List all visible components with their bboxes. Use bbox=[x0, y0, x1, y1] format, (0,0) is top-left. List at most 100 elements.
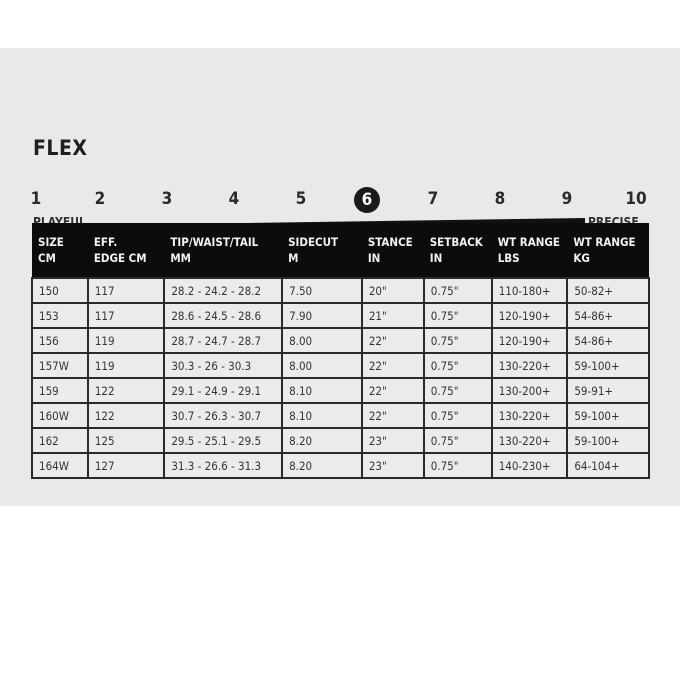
table-cell: 8.00 bbox=[281, 327, 363, 354]
column-header: SIDECUT M bbox=[282, 223, 362, 278]
column-header-line: LBS bbox=[497, 251, 520, 265]
table-cell: 0.75" bbox=[422, 277, 493, 304]
table-cell: 117 bbox=[86, 302, 166, 329]
table-cell: 0.75" bbox=[422, 452, 493, 479]
table-row: 157W 119 30.3 - 26 - 30.3 8.00 22" 0.75" 130-2… bbox=[31, 352, 650, 379]
table-cell: 28.6 - 24.5 - 28.6 bbox=[163, 302, 284, 329]
table-cell: 0.75" bbox=[422, 402, 493, 429]
column-header-line: WT RANGE bbox=[573, 235, 636, 249]
table-cell: 31.3 - 26.6 - 31.3 bbox=[163, 452, 284, 479]
table-cell: 59-100+ bbox=[566, 427, 650, 454]
column-header-line: M bbox=[288, 251, 299, 265]
table-cell: 21" bbox=[360, 302, 425, 329]
table-cell: 150 bbox=[31, 277, 89, 304]
table-cell: 130-220+ bbox=[490, 352, 569, 379]
table-cell: 59-100+ bbox=[566, 402, 650, 429]
table-cell: 8.10 bbox=[281, 402, 363, 429]
column-header-line: MM bbox=[170, 251, 191, 265]
table-cell: 8.10 bbox=[281, 377, 363, 404]
table-row: 156 119 28.7 - 24.7 - 28.7 8.00 22" 0.75" 120-… bbox=[31, 327, 650, 354]
table-cell: 8.20 bbox=[281, 427, 363, 454]
table-cell: 120-190+ bbox=[490, 327, 569, 354]
column-header-line: SIDECUT bbox=[288, 235, 339, 249]
column-header-line: STANCE bbox=[367, 235, 413, 249]
table-cell: 54-86+ bbox=[566, 327, 650, 354]
table-cell: 22" bbox=[360, 327, 425, 354]
table-cell: 0.75" bbox=[422, 302, 493, 329]
table-cell: 28.2 - 24.2 - 28.2 bbox=[163, 277, 284, 304]
table-cell: 22" bbox=[360, 402, 425, 429]
table-cell: 119 bbox=[86, 327, 166, 354]
table-cell: 153 bbox=[31, 302, 89, 329]
table-cell: 8.20 bbox=[281, 452, 363, 479]
table-cell: 20" bbox=[360, 277, 425, 304]
table-cell: 122 bbox=[86, 402, 166, 429]
table-cell: 119 bbox=[86, 352, 166, 379]
column-header-line: WT RANGE bbox=[497, 235, 560, 249]
table-row: 153 117 28.6 - 24.5 - 28.6 7.90 21" 0.75" 120-… bbox=[31, 302, 650, 329]
table-cell: 140-230+ bbox=[490, 452, 569, 479]
table-cell: 22" bbox=[360, 352, 425, 379]
flex-title: FLEX bbox=[33, 136, 88, 160]
table-cell: 130-220+ bbox=[490, 402, 569, 429]
column-header-line: EDGE CM bbox=[93, 251, 147, 265]
column-header: WT RANGE LBS bbox=[491, 223, 568, 278]
table-cell: 159 bbox=[31, 377, 89, 404]
table-cell: 64-104+ bbox=[566, 452, 650, 479]
flex-value: 10 bbox=[625, 189, 647, 209]
table-cell: 0.75" bbox=[422, 352, 493, 379]
table-cell: 157W bbox=[31, 352, 89, 379]
flex-value: 2 bbox=[94, 189, 106, 209]
table-cell: 50-82+ bbox=[566, 277, 650, 304]
column-header: EFF. EDGE CM bbox=[87, 223, 165, 278]
column-header: SIZE CM bbox=[32, 223, 88, 278]
column-header-line: SIZE bbox=[38, 235, 64, 249]
flex-value: 1 bbox=[30, 189, 42, 209]
table-cell: 30.3 - 26 - 30.3 bbox=[163, 352, 284, 379]
column-header: WT RANGE KG bbox=[567, 223, 649, 278]
flex-value: 4 bbox=[228, 189, 240, 209]
table-cell: 59-91+ bbox=[566, 377, 650, 404]
table-cell: 156 bbox=[31, 327, 89, 354]
column-header-line: TIP/WAIST/TAIL bbox=[170, 235, 259, 249]
column-header-line: CM bbox=[38, 251, 56, 265]
flex-value: 9 bbox=[561, 189, 573, 209]
flex-value: 5 bbox=[295, 189, 307, 209]
table-cell: 162 bbox=[31, 427, 89, 454]
flex-value: 8 bbox=[494, 189, 506, 209]
table-cell: 0.75" bbox=[422, 327, 493, 354]
table-cell: 120-190+ bbox=[490, 302, 569, 329]
table-cell: 29.1 - 24.9 - 29.1 bbox=[163, 377, 284, 404]
spec-table: SIZE CM EFF. EDGE CM TIP/WAIST/TAIL MM SIDECUT… bbox=[31, 223, 650, 479]
table-row: 160W 122 30.7 - 26.3 - 30.7 8.10 22" 0.75" 130… bbox=[31, 402, 650, 429]
flex-value-selected: 6 bbox=[354, 187, 380, 213]
table-cell: 130-220+ bbox=[490, 427, 569, 454]
table-cell: 110-180+ bbox=[490, 277, 569, 304]
table-row: 159 122 29.1 - 24.9 - 29.1 8.10 22" 0.75" 130-… bbox=[31, 377, 650, 404]
table-cell: 28.7 - 24.7 - 28.7 bbox=[163, 327, 284, 354]
table-cell: 22" bbox=[360, 377, 425, 404]
table-cell: 59-100+ bbox=[566, 352, 650, 379]
table-cell: 7.50 bbox=[281, 277, 363, 304]
table-cell: 164W bbox=[31, 452, 89, 479]
column-header: SETBACK IN bbox=[423, 223, 492, 278]
table-cell: 0.75" bbox=[422, 427, 493, 454]
table-cell: 54-86+ bbox=[566, 302, 650, 329]
table-cell: 29.5 - 25.1 - 29.5 bbox=[163, 427, 284, 454]
column-header-line: EFF. bbox=[93, 235, 118, 249]
table-cell: 0.75" bbox=[422, 377, 493, 404]
table-cell: 117 bbox=[86, 277, 166, 304]
flex-value: 7 bbox=[427, 189, 439, 209]
table-header-row: SIZE CM EFF. EDGE CM TIP/WAIST/TAIL MM SIDECUT… bbox=[32, 223, 649, 278]
table-row: 164W 127 31.3 - 26.6 - 31.3 8.20 23" 0.75" 140… bbox=[31, 452, 650, 479]
flex-value: 3 bbox=[161, 189, 173, 209]
table-cell: 160W bbox=[31, 402, 89, 429]
column-header-line: IN bbox=[429, 251, 443, 265]
column-header-line: KG bbox=[573, 251, 590, 265]
table-cell: 30.7 - 26.3 - 30.7 bbox=[163, 402, 284, 429]
table-cell: 8.00 bbox=[281, 352, 363, 379]
table-cell: 122 bbox=[86, 377, 166, 404]
table-row: 150 117 28.2 - 24.2 - 28.2 7.50 20" 0.75" 110-… bbox=[31, 277, 650, 304]
table-cell: 23" bbox=[360, 452, 425, 479]
table-cell: 130-200+ bbox=[490, 377, 569, 404]
